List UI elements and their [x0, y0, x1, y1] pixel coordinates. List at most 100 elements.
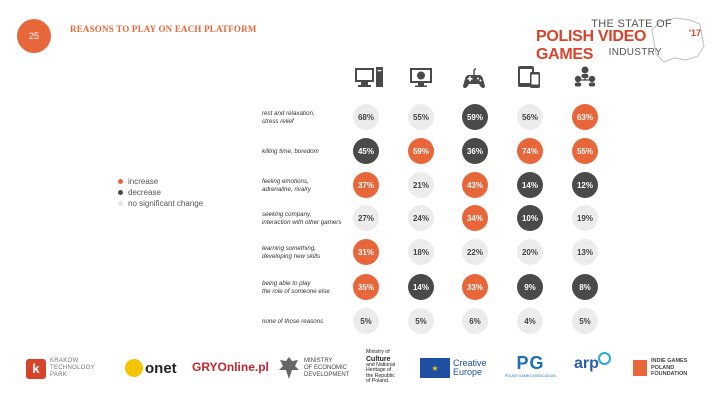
value-label: 19%: [577, 214, 593, 223]
legend-item-no-change: no significant change: [118, 198, 203, 209]
value-label: 35%: [358, 283, 374, 292]
desktop-computer-icon: [355, 67, 383, 87]
row-label: none of those reasons: [262, 318, 323, 325]
value-label: 10%: [522, 214, 538, 223]
gryonline-text: GRYOnline.pl: [192, 360, 269, 374]
value-circle: [408, 239, 434, 265]
polish-games-association-logo: PG POLISH GAMES ASSOCIATION: [505, 353, 556, 378]
arp-circle-icon: [597, 351, 611, 365]
indie-games-poland-logo: INDIE GAMES POLAND FOUNDATION: [633, 358, 687, 378]
culture-line3: and National: [366, 361, 396, 368]
row-label: being able to play the role of someone el…: [262, 280, 330, 295]
value-circle: [572, 308, 598, 334]
mobile-devices-icon: [518, 66, 540, 88]
creative-europe-logo: ★ Creative Europe: [420, 358, 487, 378]
row-label: learning something, developing new skills: [262, 245, 320, 260]
poland-map-outline-icon: [651, 17, 705, 63]
value-circle: [462, 274, 488, 300]
brand-line1: THE STATE OF: [591, 18, 672, 30]
value-circle: [353, 172, 379, 198]
legend-label-no-change: no significant change: [128, 199, 204, 208]
value-label: 14%: [413, 283, 429, 292]
legend: increase decrease no significant change: [118, 176, 203, 209]
ktp-mark-icon: k: [26, 358, 46, 379]
ministry-economic-development-logo: MINISTRY OF ECONOMIC DEVELOPMENT: [278, 355, 349, 381]
arp-logo: arp: [574, 351, 611, 373]
indie-line3: FOUNDATION: [651, 371, 688, 377]
value-circle: [572, 138, 598, 164]
pg-subtitle: POLISH GAMES ASSOCIATION: [505, 374, 556, 378]
row-label: feeling emotions, adrenaline, rivalry: [262, 178, 312, 193]
value-label: 5%: [415, 317, 427, 326]
onet-text: onet: [145, 359, 177, 377]
value-circle: [572, 172, 598, 198]
creative-line1: Creative: [453, 358, 487, 368]
value-circle: [517, 138, 543, 164]
value-circle: [462, 138, 488, 164]
web-browser-icon: [410, 68, 432, 87]
value-label: 20%: [522, 248, 538, 257]
ministry-of-culture-logo: Ministry of Culture and National Heritag…: [366, 349, 396, 385]
value-label: 45%: [358, 147, 374, 156]
creative-line2: Europe: [453, 367, 483, 377]
value-circle: [408, 274, 434, 300]
value-circle: [408, 138, 434, 164]
arp-text: arp: [574, 355, 599, 372]
value-circle: [517, 308, 543, 334]
onet-dot-icon: [125, 359, 143, 377]
krakow-technology-park-logo: k KRAKOW TECHNOLOGY PARK: [26, 358, 95, 379]
value-circle: [517, 274, 543, 300]
value-circle: [572, 274, 598, 300]
brand-year: '17: [688, 28, 701, 38]
ktp-line2: TECHNOLOGY: [50, 365, 96, 371]
gryonline-logo: GRYOnline.pl: [192, 360, 269, 374]
value-circle: [353, 138, 379, 164]
row-label: seeking company, interaction with other g…: [262, 211, 341, 226]
footer-partner-logos: k KRAKOW TECHNOLOGY PARK onet GRYOnline.…: [0, 349, 720, 390]
value-circle: [408, 104, 434, 130]
row-label: killing time, boredom: [262, 148, 319, 155]
ktp-line1: KRAKOW: [50, 358, 79, 364]
value-circle: [408, 308, 434, 334]
value-circle: [572, 205, 598, 231]
row-label: rest and relaxation, stress relief: [262, 110, 315, 125]
value-label: 27%: [358, 214, 374, 223]
eagle-emblem-icon: [279, 357, 299, 379]
brand-logo: THE STATE OF POLISH VIDEO GAMES '17 INDU…: [536, 16, 706, 66]
value-circle: [462, 172, 488, 198]
value-label: 63%: [577, 113, 593, 122]
platform-reasons-chart: rest and relaxation, stress relief killing…: [262, 66, 598, 334]
eu-flag-icon: ★: [420, 358, 450, 378]
value-circle: [572, 239, 598, 265]
onet-logo: onet: [125, 359, 177, 377]
value-circle: [517, 104, 543, 130]
value-circle: [353, 205, 379, 231]
value-circle: [572, 104, 598, 130]
ministry-econ-line3: DEVELOPMENT: [304, 371, 350, 378]
pg-text: PG: [516, 353, 545, 373]
legend-dot-no-change: [118, 201, 123, 206]
legend-label-decrease: decrease: [128, 188, 161, 197]
indie-line1: INDIE GAMES: [651, 358, 688, 364]
value-circle: [462, 104, 488, 130]
value-label: 21%: [413, 181, 429, 190]
culture-line1: Ministry of: [366, 349, 390, 355]
value-label: 43%: [467, 181, 483, 190]
value-circle: [462, 308, 488, 334]
value-circle: [353, 308, 379, 334]
value-label: 31%: [358, 248, 374, 257]
value-circle: [517, 205, 543, 231]
legend-dot-decrease: [118, 190, 123, 195]
value-label: 4%: [524, 317, 536, 326]
value-label: 59%: [467, 113, 483, 122]
value-circle: [353, 239, 379, 265]
legend-item-decrease: decrease: [118, 187, 203, 198]
social-network-icon: [574, 66, 596, 87]
value-label: 6%: [469, 317, 481, 326]
brand-line2: POLISH VIDEO GAMES: [536, 28, 647, 63]
value-circle: [408, 205, 434, 231]
brand-line3: INDUSTRY: [608, 47, 662, 58]
ministry-econ-line1: MINISTRY: [304, 357, 333, 364]
value-label: 34%: [467, 214, 483, 223]
value-circle: [408, 172, 434, 198]
